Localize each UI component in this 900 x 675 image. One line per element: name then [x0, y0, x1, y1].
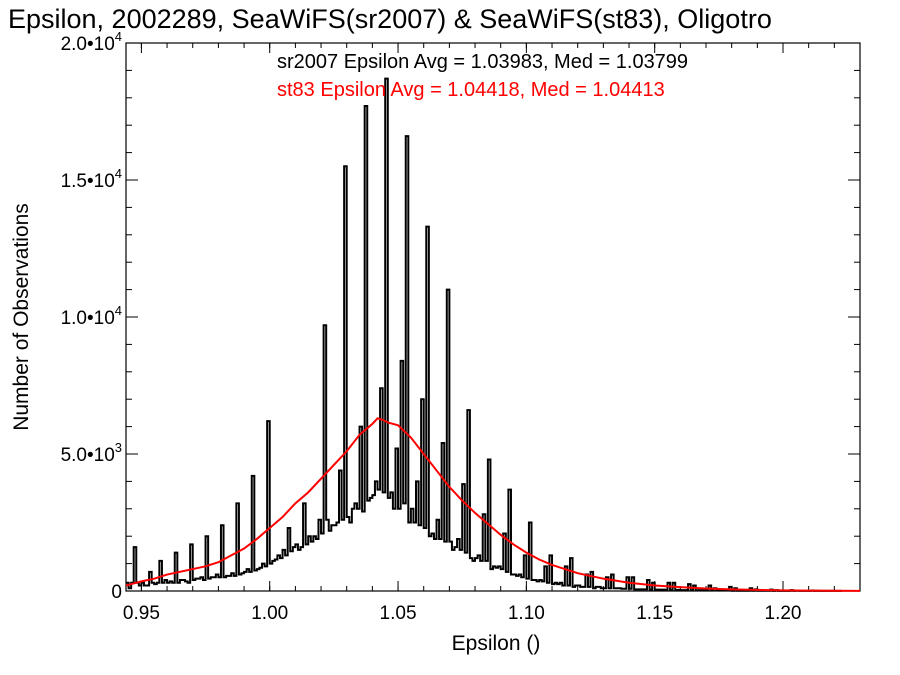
y-tick-label: 0 [111, 582, 122, 603]
x-tick-label: 1.20 [765, 603, 802, 624]
x-axis: 0.95 1.00 1.05 1.10 1.15 1.20 [123, 43, 861, 624]
x-tick-label: 1.10 [508, 603, 545, 624]
x-tick-label: 1.15 [636, 603, 673, 624]
y-tick-label: 2.0•104 [61, 29, 122, 55]
y-tick-label: 5.0•103 [61, 440, 122, 466]
x-tick-label: 1.05 [380, 603, 417, 624]
y-tick-label: 1.5•104 [61, 166, 122, 192]
y-tick-label: 1.0•104 [61, 303, 122, 329]
y-axis-label: Number of Observations [10, 203, 33, 431]
chart-title: Epsilon, 2002289, SeaWiFS(sr2007) & SeaW… [8, 4, 772, 34]
sr2007-histogram [126, 77, 843, 592]
y-axis: 0 5.0•103 1.0•104 1.5•104 2.0•104 [61, 29, 860, 603]
x-tick-label: 1.00 [251, 603, 288, 624]
st83-curve [125, 417, 861, 592]
legend-sr2007: sr2007 Epsilon Avg = 1.03983, Med = 1.03… [277, 51, 688, 73]
x-tick-label: 0.95 [123, 603, 160, 624]
x-axis-label: Epsilon () [452, 632, 541, 655]
legend-st83: st83 Epsilon Avg = 1.04418, Med = 1.0441… [277, 79, 665, 101]
